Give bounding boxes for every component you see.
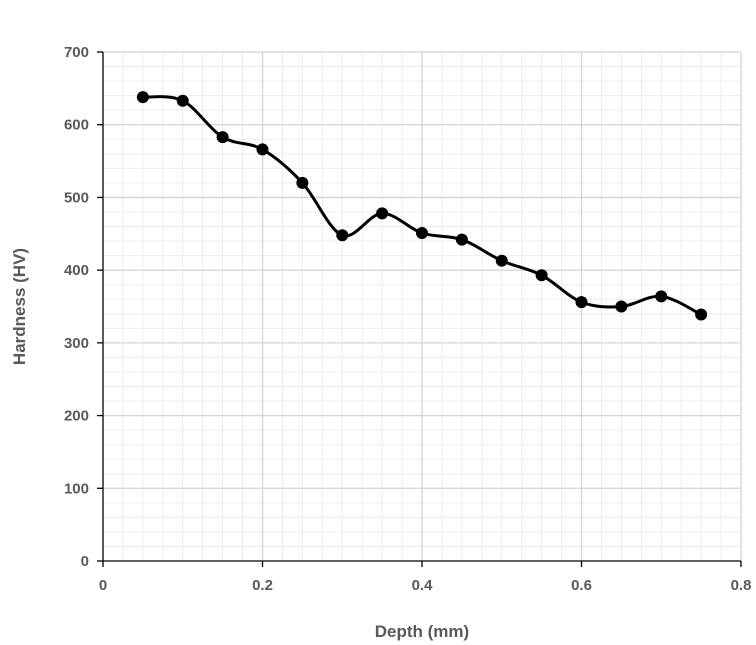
y-tick-labels: 0 100 200 300 400 500 600 700 bbox=[64, 44, 89, 570]
x-tick-label: 0.2 bbox=[252, 577, 273, 594]
y-tick-label: 0 bbox=[81, 553, 89, 570]
data-point bbox=[495, 254, 508, 267]
data-point bbox=[575, 296, 588, 309]
data-point bbox=[455, 233, 468, 246]
data-point bbox=[615, 300, 628, 313]
data-point bbox=[655, 290, 668, 303]
x-tick-labels: 0 0.2 0.4 0.6 0.8 bbox=[99, 577, 752, 594]
data-point bbox=[695, 308, 708, 321]
x-tick-label: 0 bbox=[99, 577, 107, 594]
data-point bbox=[376, 207, 389, 220]
x-axis-title: Depth (mm) bbox=[375, 622, 469, 641]
data-point bbox=[336, 229, 349, 242]
axes bbox=[97, 51, 742, 567]
major-gridlines bbox=[103, 51, 742, 561]
y-tick-label: 600 bbox=[64, 117, 89, 134]
data-point bbox=[296, 176, 309, 189]
data-point bbox=[176, 94, 189, 107]
hardness-data-points bbox=[136, 91, 708, 321]
data-point bbox=[256, 143, 269, 156]
y-tick-label: 500 bbox=[64, 189, 89, 206]
data-point bbox=[216, 131, 229, 144]
y-tick-label: 200 bbox=[64, 408, 89, 425]
data-point bbox=[416, 227, 428, 240]
y-axis-title: Hardness (HV) bbox=[10, 248, 29, 365]
x-tick-label: 0.4 bbox=[412, 577, 434, 594]
y-tick-label: 300 bbox=[64, 335, 89, 352]
y-tick-label: 700 bbox=[64, 44, 89, 61]
x-tick-label: 0.8 bbox=[731, 577, 752, 594]
data-point bbox=[535, 269, 548, 282]
x-tick-label: 0.6 bbox=[571, 577, 592, 594]
data-point bbox=[136, 91, 149, 104]
y-tick-label: 100 bbox=[64, 480, 89, 497]
y-tick-label: 400 bbox=[64, 262, 89, 279]
